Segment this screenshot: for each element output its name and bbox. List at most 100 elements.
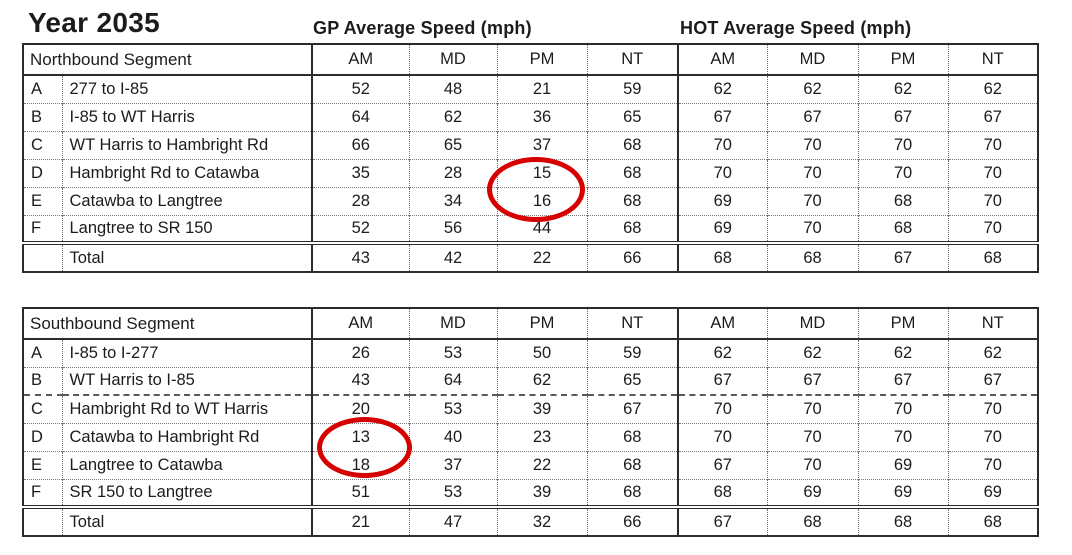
row-letter: E	[23, 450, 63, 479]
speed-value: 65	[587, 102, 680, 131]
speed-value: 67	[767, 366, 859, 395]
speed-value: 70	[678, 158, 768, 187]
speed-value: 68	[678, 478, 768, 507]
speed-value: 70	[858, 394, 949, 423]
speed-value: 53	[409, 478, 498, 507]
speed-value: 59	[587, 338, 679, 367]
total-value: 22	[497, 241, 588, 272]
speed-value: 68	[587, 214, 680, 243]
segment-name: Hambright Rd to Catawba	[62, 158, 314, 187]
speed-value: 64	[312, 102, 410, 131]
segment-name: Catawba to Hambright Rd	[62, 422, 313, 451]
speed-value: 70	[767, 422, 859, 451]
total-value: 68	[767, 241, 859, 272]
speed-value: 37	[409, 450, 498, 479]
row-letter: E	[23, 186, 63, 215]
total-value: 47	[409, 505, 498, 536]
speed-value: 50	[497, 338, 588, 367]
row-letter: F	[23, 478, 63, 507]
speed-value: 67	[587, 394, 679, 423]
speed-value: 68	[587, 422, 679, 451]
speed-value: 51	[312, 478, 410, 507]
speed-value: 40	[409, 422, 498, 451]
speed-value: 20	[312, 394, 410, 423]
speed-value: 56	[409, 214, 498, 243]
speed-value: 16	[497, 186, 588, 215]
speed-value: 62	[678, 338, 768, 367]
segment-column-header: Northbound Segment	[23, 44, 314, 76]
speed-value: 70	[858, 130, 949, 159]
speed-value: 70	[678, 394, 768, 423]
period-header-gp-am: AM	[312, 308, 410, 340]
period-header-hot-am: AM	[678, 44, 768, 76]
total-row: Total 43 42 22 66 68 68 67 68	[23, 241, 1039, 272]
segment-name: Catawba to Langtree	[62, 186, 314, 215]
speed-value: 59	[587, 74, 680, 103]
speed-value: 26	[312, 338, 410, 367]
speed-value: 36	[497, 102, 588, 131]
row-letter: D	[23, 158, 63, 187]
period-header-hot-nt: NT	[948, 44, 1039, 76]
total-value: 67	[678, 505, 768, 536]
speed-value: 37	[497, 130, 588, 159]
speed-value: 48	[409, 74, 498, 103]
speed-value: 22	[497, 450, 588, 479]
total-label: Total	[62, 505, 313, 536]
speed-value: 62	[948, 338, 1038, 367]
speed-value: 65	[587, 366, 679, 395]
row-letter: F	[23, 214, 63, 243]
segment-row: B I-85 to WT Harris 64 62 36 65 67 67 67 67	[23, 102, 1039, 131]
speed-value: 28	[312, 186, 410, 215]
total-value: 32	[497, 505, 588, 536]
row-letter: B	[23, 102, 63, 131]
total-value: 66	[587, 241, 680, 272]
speed-value: 70	[767, 158, 859, 187]
speed-value: 69	[858, 450, 949, 479]
speed-value: 43	[312, 366, 410, 395]
row-letter: D	[23, 422, 63, 451]
speed-value: 68	[858, 214, 949, 243]
period-header-gp-am: AM	[312, 44, 410, 76]
total-value: 68	[678, 241, 768, 272]
speed-value: 69	[767, 478, 859, 507]
segment-name: SR 150 to Langtree	[62, 478, 313, 507]
speed-value: 68	[587, 450, 679, 479]
speed-value: 69	[678, 186, 768, 215]
speed-value: 67	[858, 102, 949, 131]
total-value: 68	[767, 505, 859, 536]
speed-value: 68	[587, 158, 680, 187]
speed-value: 18	[312, 450, 410, 479]
segment-row: F Langtree to SR 150 52 56 44 68 69 70 68 70	[23, 214, 1039, 243]
speed-value: 64	[409, 366, 498, 395]
speed-value: 70	[948, 422, 1038, 451]
speed-value: 62	[858, 338, 949, 367]
period-header-hot-pm: PM	[858, 44, 949, 76]
period-header-hot-pm: PM	[858, 308, 949, 340]
header-row: Northbound Segment AM MD PM NT AM MD PM …	[23, 44, 1039, 76]
period-header-hot-am: AM	[678, 308, 768, 340]
segment-row: A I-85 to I-277 26 53 50 59 62 62 62 62	[23, 338, 1038, 367]
period-header-hot-md: MD	[767, 308, 859, 340]
period-header-gp-md: MD	[409, 308, 498, 340]
gp-speed-group-label: GP Average Speed (mph)	[313, 18, 532, 38]
speed-value: 70	[678, 130, 768, 159]
segment-name: WT Harris to Hambright Rd	[62, 130, 314, 159]
segment-name: Hambright Rd to WT Harris	[62, 394, 313, 423]
speed-value: 70	[948, 214, 1039, 243]
total-value: 67	[858, 241, 949, 272]
hot-speed-group-label: HOT Average Speed (mph)	[680, 18, 912, 38]
row-letter: C	[23, 130, 63, 159]
segment-row: A 277 to I-85 52 48 21 59 62 62 62 62	[23, 74, 1039, 103]
header-row: Southbound Segment AM MD PM NT AM MD PM …	[23, 308, 1038, 340]
speed-value: 39	[497, 394, 588, 423]
speed-value: 34	[409, 186, 498, 215]
speed-value: 62	[497, 366, 588, 395]
row-letter: A	[23, 74, 63, 103]
speed-value: 68	[858, 186, 949, 215]
segment-row: C Hambright Rd to WT Harris 20 53 39 67 70 70 70…	[23, 394, 1038, 423]
total-value: 21	[312, 505, 410, 536]
speed-value: 67	[678, 102, 768, 131]
row-letter: B	[23, 366, 63, 395]
speed-value: 44	[497, 214, 588, 243]
speed-value: 52	[312, 74, 410, 103]
